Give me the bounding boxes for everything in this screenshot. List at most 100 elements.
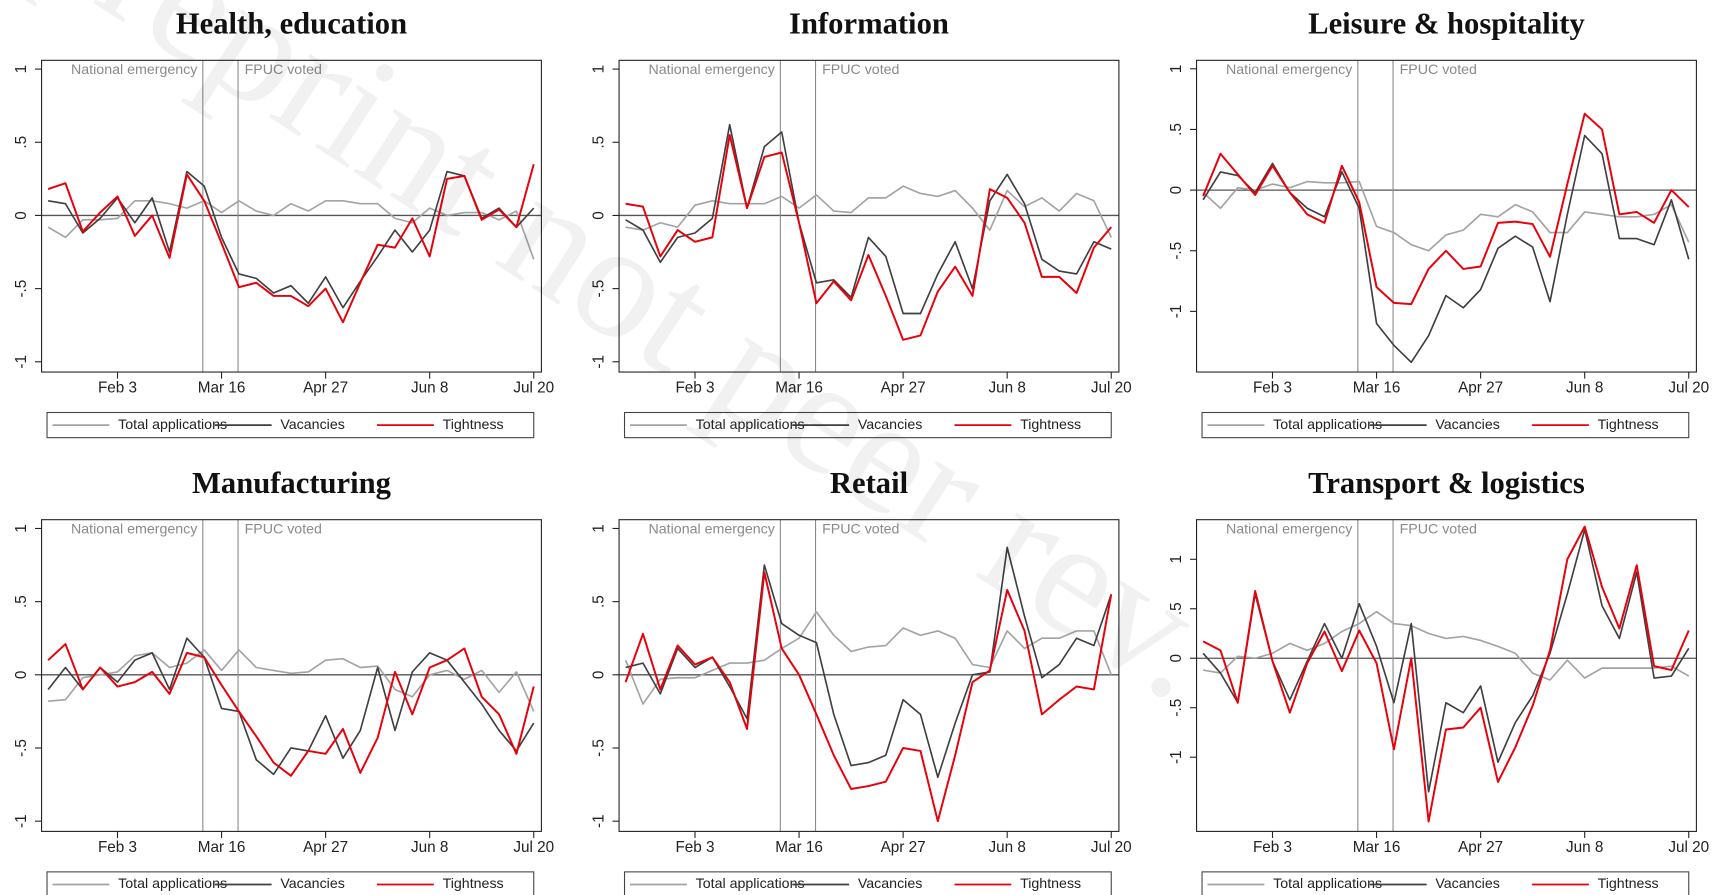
y-tick-label: .5 bbox=[1168, 602, 1185, 615]
x-tick-label: Feb 3 bbox=[98, 379, 137, 396]
event-label: FPUC voted bbox=[245, 521, 322, 537]
legend-label: Total applications bbox=[1273, 417, 1382, 433]
y-tick-label: -1 bbox=[1168, 750, 1185, 764]
x-tick-label: Apr 27 bbox=[881, 839, 926, 856]
y-tick-label: 0 bbox=[13, 671, 30, 680]
x-tick-label: Feb 3 bbox=[675, 839, 714, 856]
event-label: National emergency bbox=[71, 521, 198, 537]
y-tick-label: 0 bbox=[1168, 186, 1185, 195]
panel-title: Manufacturing bbox=[192, 466, 391, 500]
x-tick-label: Jun 8 bbox=[411, 839, 448, 856]
x-tick-label: Jul 20 bbox=[1091, 379, 1132, 396]
legend-box bbox=[46, 411, 535, 439]
legend-box bbox=[623, 871, 1112, 895]
x-tick-label: Apr 27 bbox=[303, 379, 348, 396]
y-tick-label: 0 bbox=[1168, 654, 1185, 663]
legend-label: Vacancies bbox=[858, 876, 922, 892]
y-tick-label: 1 bbox=[1168, 65, 1185, 74]
legend-label: Tightness bbox=[1598, 417, 1659, 433]
y-tick-label: 1 bbox=[590, 524, 607, 533]
y-tick-label: -.5 bbox=[13, 280, 30, 298]
y-tick-label: 1 bbox=[13, 524, 30, 533]
y-tick-label: -1 bbox=[13, 355, 30, 369]
y-tick-label: 1 bbox=[590, 65, 607, 74]
legend-label: Vacancies bbox=[280, 876, 344, 892]
series-line bbox=[1202, 112, 1690, 306]
x-tick-label: Apr 27 bbox=[1458, 839, 1503, 856]
panel: Transport & logistics -1 -.5 0 .5 1 Feb 3 Mar 1… bbox=[1168, 466, 1709, 895]
legend-box bbox=[623, 411, 1112, 439]
y-tick-label: .5 bbox=[13, 595, 30, 608]
x-tick-label: Feb 3 bbox=[98, 839, 137, 856]
series-line bbox=[625, 133, 1113, 341]
y-tick-label: 1 bbox=[13, 65, 30, 74]
x-tick-label: Mar 16 bbox=[1353, 839, 1401, 856]
legend-box bbox=[1201, 871, 1690, 895]
x-tick-label: Jul 20 bbox=[1668, 839, 1709, 856]
series-line bbox=[47, 637, 535, 776]
legend-label: Tightness bbox=[1598, 876, 1659, 892]
legend-label: Vacancies bbox=[1435, 417, 1499, 433]
y-tick-label: -1 bbox=[590, 814, 607, 828]
legend-label: Total applications bbox=[696, 417, 805, 433]
series-line bbox=[47, 163, 535, 324]
y-tick-label: -.5 bbox=[1168, 242, 1185, 260]
series-line bbox=[47, 199, 535, 260]
legend-label: Tightness bbox=[443, 417, 504, 433]
series-line bbox=[625, 185, 1112, 238]
event-label: FPUC voted bbox=[1400, 521, 1477, 537]
x-tick-label: Mar 16 bbox=[198, 839, 246, 856]
x-tick-label: Mar 16 bbox=[198, 379, 246, 396]
legend-label: Total applications bbox=[1273, 876, 1382, 892]
panel-title: Leisure & hospitality bbox=[1308, 6, 1585, 40]
panel: Leisure & hospitality -1 -.5 0 .5 1 Feb 3 Mar 1… bbox=[1168, 6, 1709, 439]
series-line bbox=[624, 571, 1113, 823]
x-tick-label: Jul 20 bbox=[513, 379, 554, 396]
legend-box bbox=[46, 871, 535, 895]
y-tick-label: 0 bbox=[590, 671, 607, 680]
event-label: FPUC voted bbox=[245, 62, 322, 78]
x-tick-label: Feb 3 bbox=[675, 379, 714, 396]
legend-label: Vacancies bbox=[280, 417, 344, 433]
y-tick-label: .5 bbox=[590, 136, 607, 149]
event-label: National emergency bbox=[649, 521, 776, 537]
y-tick-label: -1 bbox=[13, 814, 30, 828]
panel-title: Retail bbox=[830, 466, 908, 500]
series-line bbox=[625, 123, 1112, 315]
series-line bbox=[1202, 528, 1690, 793]
y-tick-label: -.5 bbox=[13, 739, 30, 757]
event-label: FPUC voted bbox=[1400, 62, 1477, 78]
legend-label: Total applications bbox=[118, 876, 227, 892]
series-line bbox=[47, 170, 535, 309]
y-tick-label: 0 bbox=[590, 211, 607, 220]
event-label: National emergency bbox=[1226, 521, 1353, 537]
x-tick-label: Feb 3 bbox=[1253, 379, 1292, 396]
event-label: National emergency bbox=[71, 62, 198, 78]
plot-frame bbox=[41, 519, 542, 832]
x-tick-label: Jul 20 bbox=[513, 839, 554, 856]
legend-label: Total applications bbox=[696, 876, 805, 892]
series-line bbox=[1202, 180, 1690, 252]
x-tick-label: Jul 20 bbox=[1668, 379, 1709, 396]
y-tick-label: .5 bbox=[1168, 123, 1185, 136]
panel: Health, education -1 -.5 0 .5 1 Feb 3 Mar 16 Apr… bbox=[13, 6, 554, 439]
x-tick-label: Apr 27 bbox=[1458, 379, 1503, 396]
x-tick-label: Jun 8 bbox=[988, 839, 1025, 856]
legend-box bbox=[1201, 411, 1690, 439]
plot-frame bbox=[618, 59, 1120, 373]
event-label: National emergency bbox=[1226, 62, 1353, 78]
panel-title: Transport & logistics bbox=[1308, 466, 1585, 500]
event-label: National emergency bbox=[649, 62, 776, 78]
panel: Manufacturing -1 -.5 0 .5 1 Feb 3 Mar 16 Apr 27 J… bbox=[13, 466, 554, 895]
series-line bbox=[624, 611, 1113, 705]
plot-frame bbox=[1196, 519, 1697, 832]
x-tick-label: Apr 27 bbox=[303, 839, 348, 856]
x-tick-label: Jun 8 bbox=[411, 379, 448, 396]
x-tick-label: Jun 8 bbox=[988, 379, 1025, 396]
plot-frame bbox=[41, 59, 542, 373]
event-label: FPUC voted bbox=[822, 62, 899, 78]
panel: Retail -1 -.5 0 .5 1 Feb 3 Mar 16 Apr 27 Jun 8 Jul… bbox=[590, 466, 1132, 895]
